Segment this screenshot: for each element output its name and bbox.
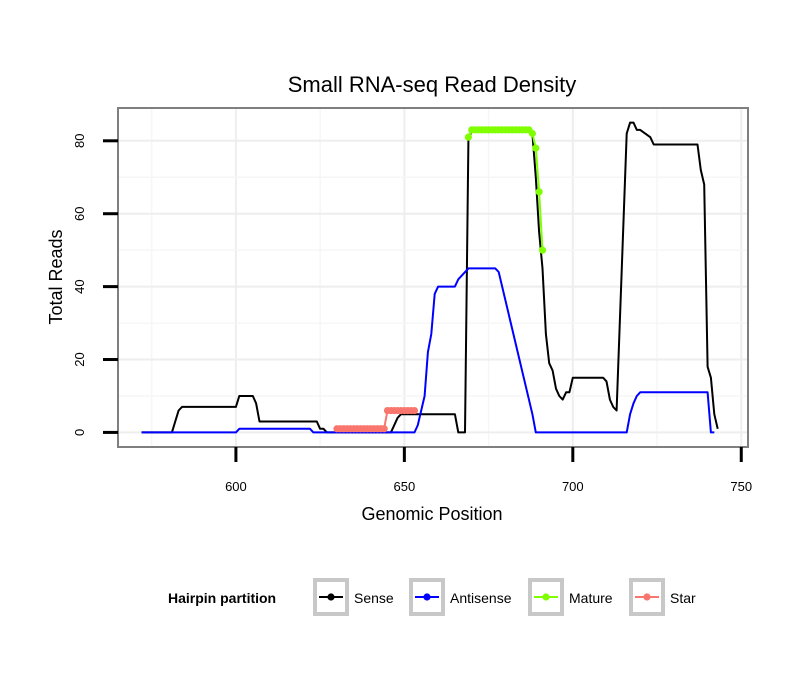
x-tick-label: 750 <box>730 479 752 494</box>
x-tick-label: 700 <box>562 479 584 494</box>
data-point-mature <box>532 144 540 152</box>
y-axis-title: Total Reads <box>46 229 66 324</box>
legend-key-dot <box>327 593 335 601</box>
series-layer <box>141 121 719 434</box>
y-tick-label: 0 <box>72 429 87 436</box>
legend: Hairpin partition Sense Antisense Mature St… <box>168 578 696 616</box>
series-sense <box>141 121 719 434</box>
legend-key-dot <box>643 593 651 601</box>
grid-lines <box>118 108 748 447</box>
x-tick-label: 650 <box>394 479 416 494</box>
legend-label-antisense: Antisense <box>450 590 512 606</box>
legend-label-star: Star <box>670 590 696 606</box>
legend-title: Hairpin partition <box>168 590 276 606</box>
x-axis-title: Genomic Position <box>361 504 502 524</box>
chart-title: Small RNA-seq Read Density <box>288 72 577 97</box>
x-tick-label: 600 <box>225 479 247 494</box>
axes: 600 650 700 750 0 20 40 60 80 <box>72 134 752 494</box>
series-line-sense <box>141 121 719 434</box>
legend-item-star: Star <box>629 578 696 616</box>
series-antisense <box>141 267 715 434</box>
y-tick-label: 80 <box>72 134 87 148</box>
legend-label-sense: Sense <box>354 590 394 606</box>
y-tick-label: 20 <box>72 352 87 366</box>
legend-label-mature: Mature <box>569 590 613 606</box>
y-tick-label: 40 <box>72 279 87 293</box>
plot-panel-border <box>117 107 749 448</box>
y-tick-label: 60 <box>72 206 87 220</box>
series-line-antisense <box>141 267 715 434</box>
data-point-star <box>410 406 419 415</box>
data-point-star <box>380 425 388 433</box>
data-point-mature <box>464 133 472 141</box>
series-line-mature <box>467 128 544 251</box>
data-point-mature <box>538 246 547 254</box>
series-mature <box>464 126 547 254</box>
legend-item-antisense: Antisense <box>409 578 512 616</box>
legend-key-dot <box>423 593 431 601</box>
legend-key-dot <box>542 593 550 601</box>
legend-item-mature: Mature <box>528 578 613 616</box>
series-star <box>333 406 419 433</box>
legend-item-sense: Sense <box>313 578 394 616</box>
data-point-mature <box>535 188 543 196</box>
data-point-mature <box>528 129 536 138</box>
